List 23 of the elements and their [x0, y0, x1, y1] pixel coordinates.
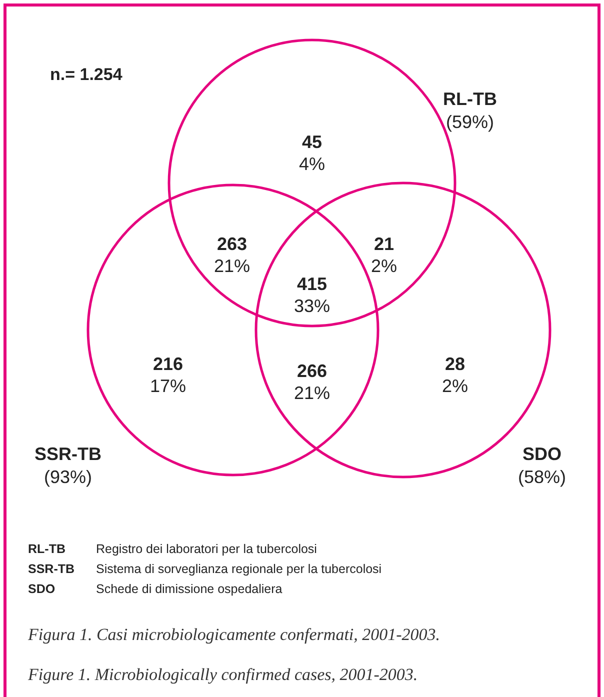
data-label: 21%: [214, 256, 250, 276]
data-label: 33%: [294, 296, 330, 316]
category-label: 266: [296, 361, 328, 381]
text: SDO Schede di dimissione ospedaliera: [28, 582, 282, 596]
category-label: 21: [374, 234, 394, 254]
text: Figure 1. Microbiologically confirmed cases, 2001-2003.: [27, 665, 418, 684]
text: Figura 1. Casi microbiologicamente confermati, 2001-2003.: [27, 625, 440, 644]
text: SSR-TB (93%): [34, 444, 102, 487]
category-label: 28: [444, 354, 466, 374]
category-label: 415: [296, 274, 328, 294]
text: n.= 1.254: [50, 65, 123, 84]
category-label: 216: [152, 354, 184, 374]
data-label: 21%: [294, 383, 330, 403]
text: RL-TB (59%): [443, 89, 497, 132]
data-label: 17%: [150, 376, 186, 396]
data-label: 2%: [442, 376, 468, 396]
category-label: 263: [216, 234, 248, 254]
data-label: 2%: [370, 256, 398, 276]
category-label: 45: [302, 132, 322, 152]
text: RL-TB Registro dei laboratori per la tubercolosi: [28, 542, 317, 556]
text: SSR-TB Sistema di sorveglianza regionale per la tubercolosi: [28, 562, 382, 576]
text: SDO (58%): [518, 444, 566, 487]
data-label: 4%: [298, 154, 326, 174]
